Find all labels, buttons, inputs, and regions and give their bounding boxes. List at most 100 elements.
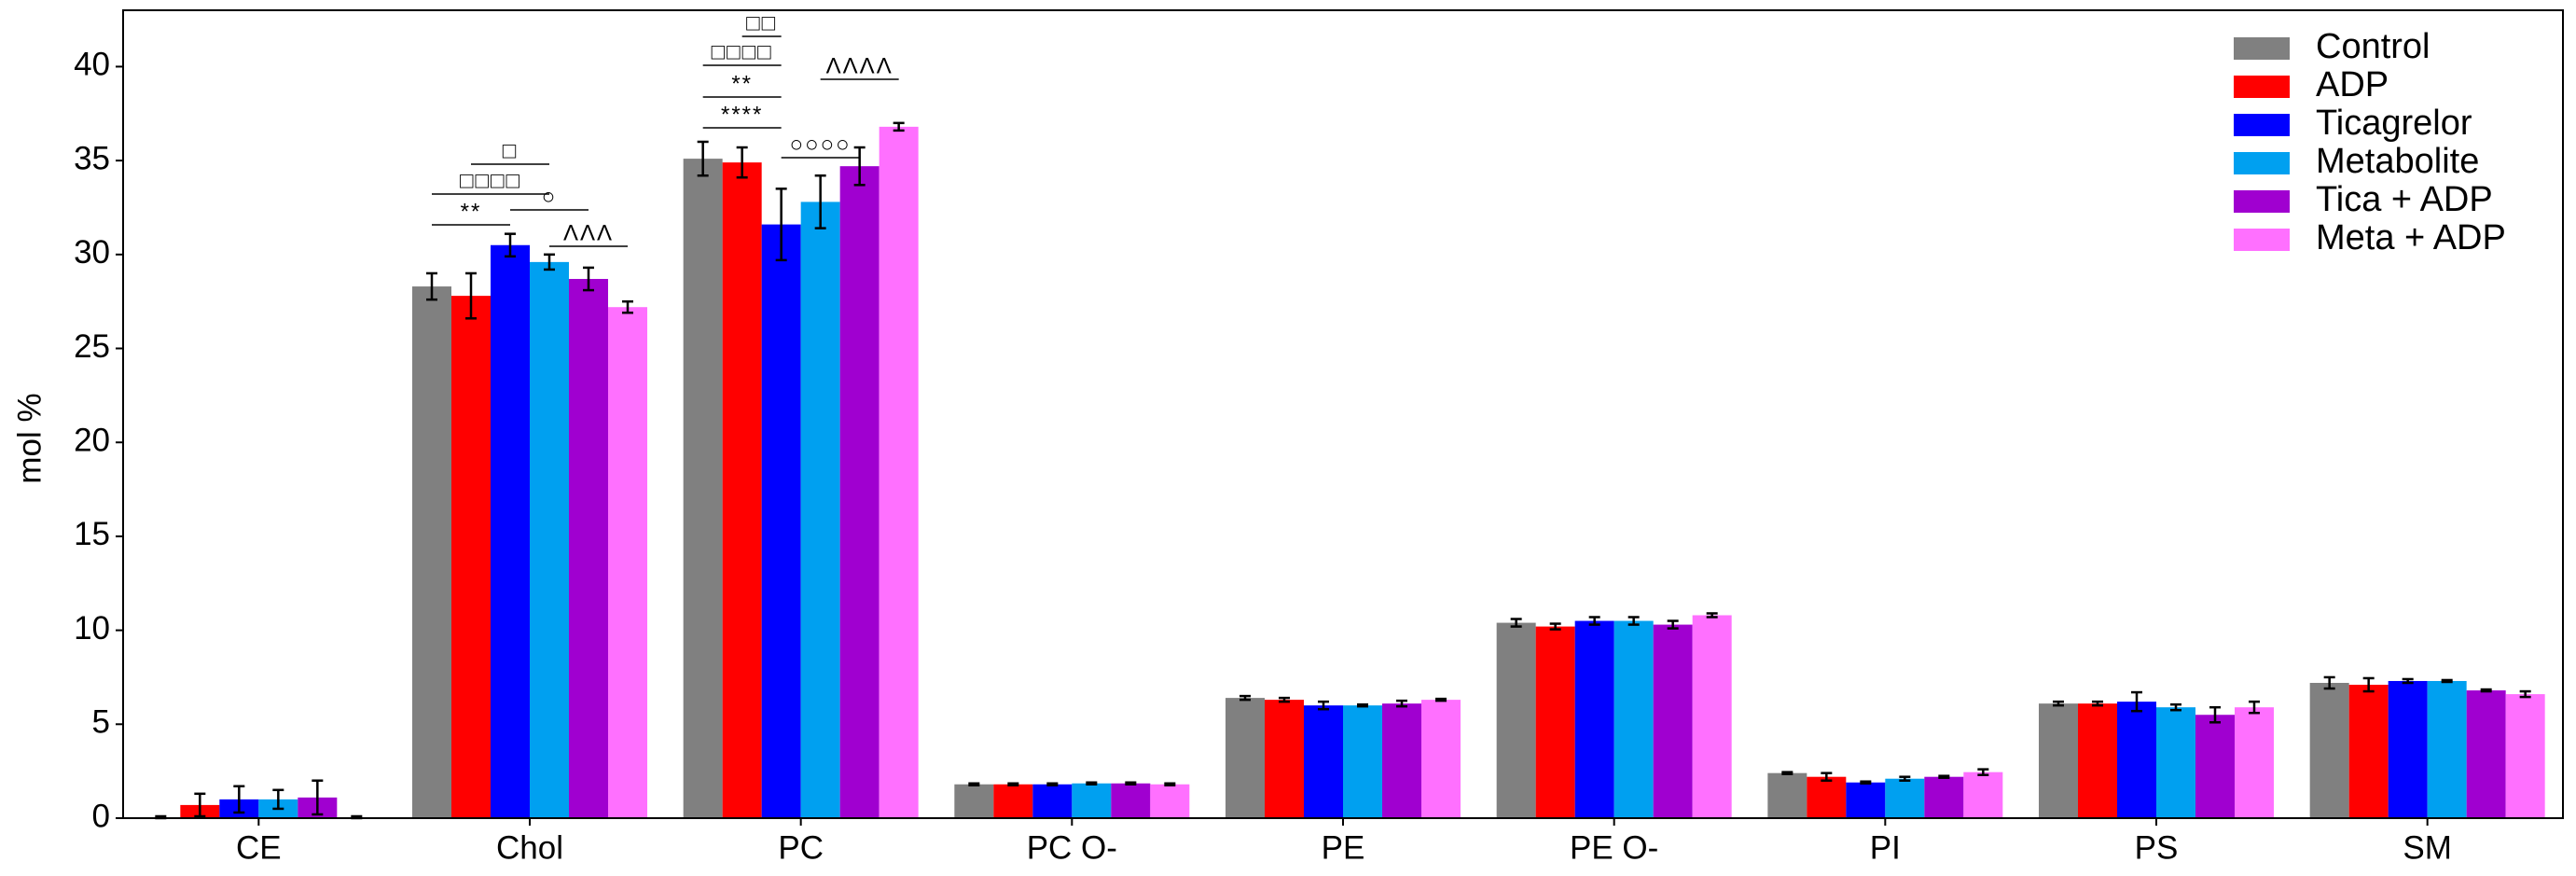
bar [608, 307, 647, 818]
significance-label: ○ [542, 184, 558, 209]
bar [1963, 772, 2003, 818]
bar [530, 261, 569, 819]
legend-swatch [2234, 229, 2290, 251]
y-axis-label: mol % [11, 393, 48, 483]
error-bar [1821, 772, 1833, 782]
error-bar [1318, 700, 1329, 711]
error-bar [1279, 696, 1290, 703]
error-bar [1549, 622, 1561, 631]
x-tick-label: PC [778, 829, 824, 866]
bar [569, 278, 608, 818]
bar [2235, 707, 2274, 818]
bar [1574, 620, 1614, 818]
bar [1072, 783, 1112, 818]
y-tick-label: 10 [74, 610, 110, 647]
error-bar [814, 174, 826, 229]
legend-label: Metabolite [2316, 142, 2479, 181]
bar [2039, 703, 2078, 818]
significance-label: □ [503, 138, 519, 163]
bar [1613, 620, 1654, 818]
bar [1885, 778, 1925, 818]
error-bar [1046, 782, 1059, 787]
error-bar [1781, 771, 1794, 775]
error-bar [312, 779, 324, 816]
legend-label: ADP [2316, 65, 2389, 104]
x-tick-label: PC O- [1027, 829, 1117, 866]
bar [1265, 700, 1304, 818]
y-tick-label: 25 [74, 328, 110, 365]
y-tick-label: 40 [74, 47, 110, 83]
error-bar [2519, 689, 2531, 699]
error-bar [583, 266, 594, 292]
bar [761, 224, 801, 818]
error-bar [2480, 688, 2492, 693]
error-bar [1125, 781, 1137, 786]
bar [2309, 682, 2349, 818]
significance-label: ΛΛΛΛ [826, 53, 893, 78]
error-bar [233, 785, 245, 814]
bar [1692, 615, 1732, 818]
error-bar [853, 146, 866, 187]
error-bar [505, 232, 516, 258]
bar [1535, 626, 1575, 818]
bar [1032, 784, 1073, 818]
bar [1304, 705, 1343, 818]
error-bar [736, 146, 748, 179]
legend-swatch [2234, 37, 2290, 60]
error-bar [1007, 782, 1019, 787]
legend-label: Control [2316, 27, 2431, 66]
legend-swatch [2234, 114, 2290, 136]
legend-swatch [2234, 152, 2290, 174]
bar [2078, 703, 2117, 818]
error-bar [775, 188, 787, 262]
y-tick-label: 20 [74, 422, 110, 458]
error-bar [2323, 675, 2335, 690]
error-bar [1706, 612, 1718, 619]
bar [2195, 715, 2235, 818]
significance-label: □□□□ [712, 39, 773, 64]
bar [1343, 705, 1382, 818]
bar [2505, 694, 2545, 818]
bar [2156, 707, 2195, 818]
x-tick-label: PE O- [1570, 829, 1658, 866]
bar [1150, 784, 1190, 818]
error-bar [1899, 775, 1911, 782]
x-tick-label: PE [1322, 829, 1365, 866]
error-bar [2092, 700, 2103, 707]
significance-label: ** [461, 199, 482, 224]
legend-label: Tica + ADP [2316, 180, 2493, 219]
error-bar [1938, 774, 1950, 779]
bar [451, 296, 491, 818]
error-bar [697, 140, 709, 177]
bar [683, 159, 723, 819]
plot-frame [122, 9, 2564, 819]
error-bar [426, 271, 437, 301]
bar [1496, 622, 1536, 818]
bar [412, 286, 451, 818]
bar [1653, 624, 1693, 818]
error-bar [1977, 768, 1989, 776]
error-bar [2249, 700, 2260, 715]
significance-label: ΛΛΛ [563, 220, 614, 245]
error-bar [1627, 616, 1640, 626]
error-bar [1086, 781, 1098, 786]
significance-label: □□ [746, 10, 777, 35]
bar [2466, 690, 2506, 818]
error-bar [2053, 700, 2064, 707]
bar [879, 126, 919, 818]
error-bar [1667, 619, 1679, 630]
error-bar [1860, 780, 1872, 785]
bar [1807, 776, 1847, 818]
bar [2427, 680, 2467, 818]
bar [1111, 783, 1151, 818]
error-bar [2441, 678, 2453, 684]
bar [1382, 703, 1421, 818]
error-bar [272, 788, 284, 811]
legend-swatch [2234, 190, 2290, 213]
error-bar [2402, 677, 2414, 685]
error-bar [2170, 702, 2181, 712]
bar [491, 244, 530, 819]
bar [1421, 700, 1461, 818]
bar [2348, 685, 2389, 818]
